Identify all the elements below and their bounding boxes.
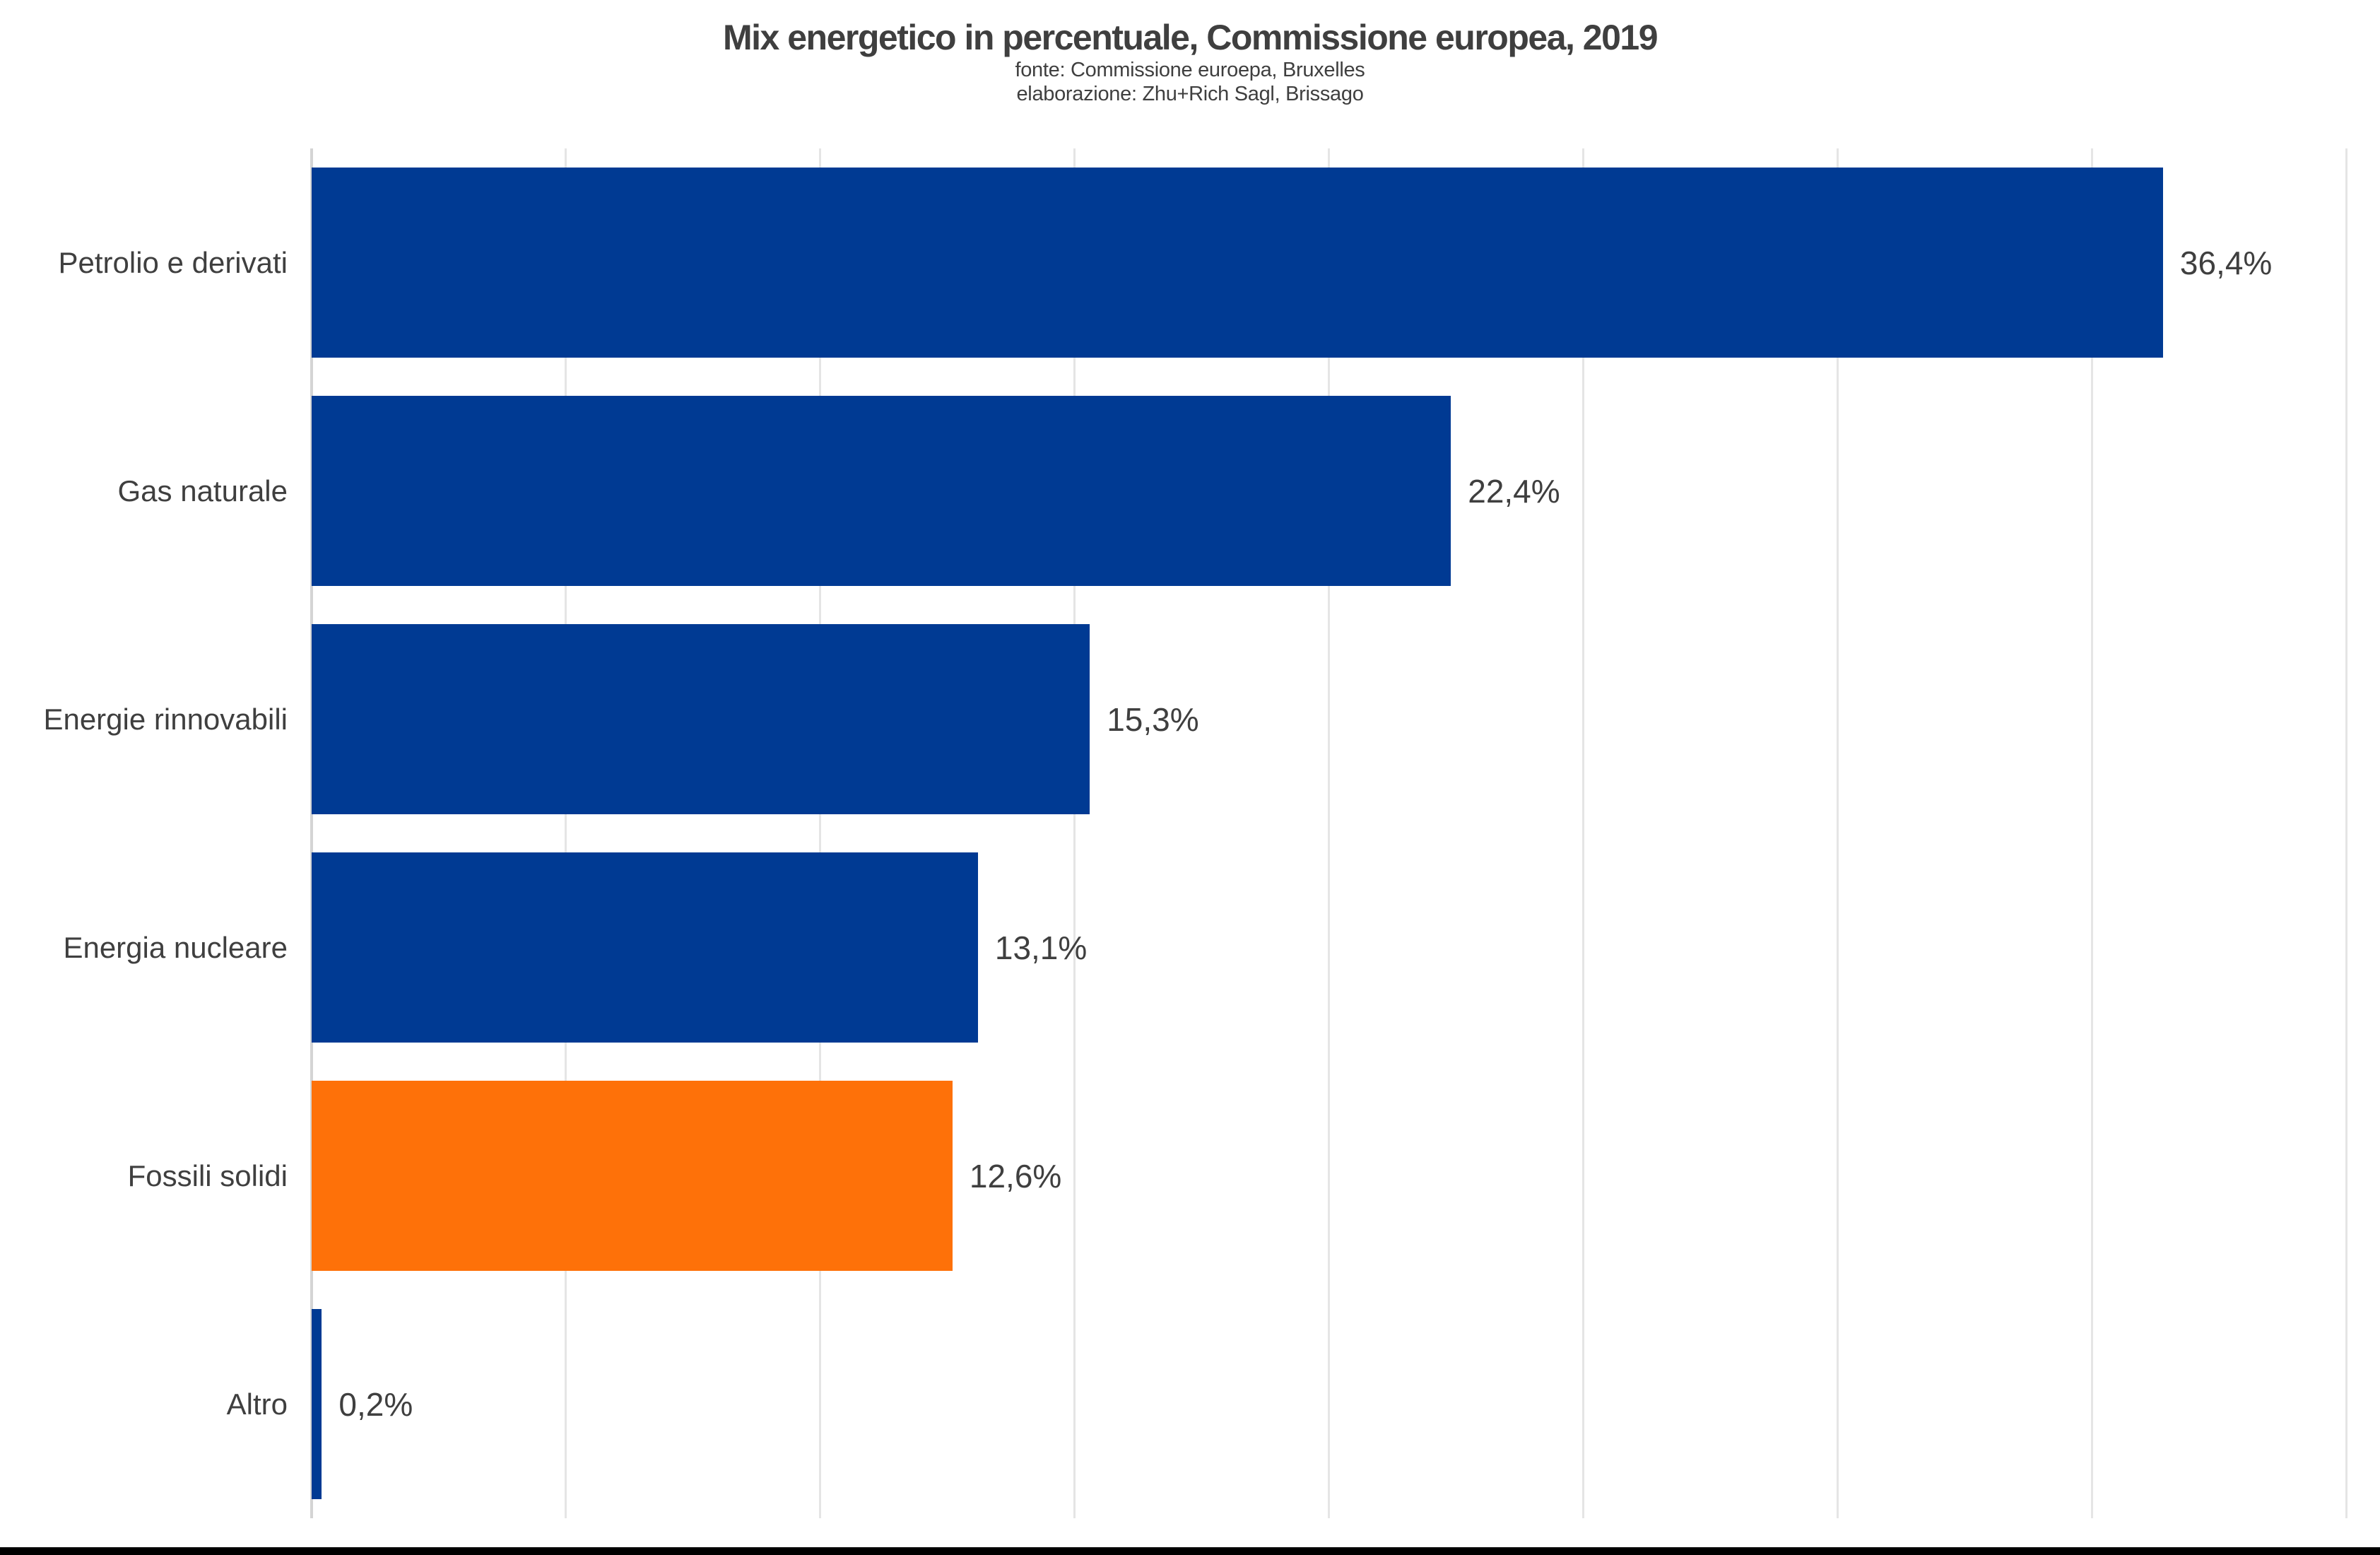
gridline (1328, 148, 1330, 1518)
bar-gas-naturale[interactable] (312, 396, 1451, 586)
bar-row: 15,3% (312, 605, 2346, 833)
bar-altro[interactable] (312, 1309, 322, 1499)
category-label: Fossili solidi (127, 1158, 288, 1192)
bar-row: 12,6% (312, 1062, 2346, 1290)
y-axis-line (310, 148, 313, 1518)
plot-area: 36,4% 22,4% 15,3% 13,1% 12,6% 0,2% (310, 148, 2347, 1518)
gridline (819, 148, 822, 1518)
value-label: 12,6% (969, 1157, 1062, 1195)
category-label: Altro (226, 1387, 288, 1421)
value-label: 15,3% (1107, 700, 1199, 738)
bar-row: 36,4% (312, 148, 2346, 377)
bottom-border (0, 1547, 2380, 1555)
value-label: 36,4% (2179, 244, 2273, 281)
value-label: 0,2% (338, 1385, 413, 1423)
bar-petrolio-e-derivati[interactable] (312, 168, 2163, 358)
category-label: Energie rinnovabili (43, 702, 288, 736)
category-label: Petrolio e derivati (58, 245, 288, 279)
bar-energie-rinnovabili[interactable] (312, 624, 1090, 814)
chart-header: Mix energetico in percentuale, Commissio… (0, 17, 2380, 106)
value-label: 22,4% (1468, 472, 1560, 510)
chart-subtitle-fonte: fonte: Commissione euroepa, Bruxelles (1015, 59, 1365, 81)
bar-energia-nucleare[interactable] (312, 852, 978, 1043)
gridline (2090, 148, 2093, 1518)
chart-subtitle-elaborazione: elaborazione: Zhu+Rich Sagl, Brissago (1016, 83, 1364, 105)
category-label: Energia nucleare (63, 930, 288, 964)
bar-row: 0,2% (312, 1290, 2346, 1518)
gridline (565, 148, 567, 1518)
category-axis-labels: Petrolio e derivati Gas naturale Energie r… (0, 148, 288, 1518)
bar-row: 13,1% (312, 833, 2346, 1062)
value-label: 13,1% (994, 929, 1088, 966)
gridline (2345, 148, 2347, 1518)
bar-fossili-solidi[interactable] (312, 1081, 953, 1271)
chart-title: Mix energetico in percentuale, Commissio… (722, 18, 1659, 57)
gridline (1581, 148, 1584, 1518)
category-label: Gas naturale (117, 474, 288, 507)
gridline (1073, 148, 1076, 1518)
bar-row: 22,4% (312, 377, 2346, 605)
gridline (1836, 148, 1839, 1518)
